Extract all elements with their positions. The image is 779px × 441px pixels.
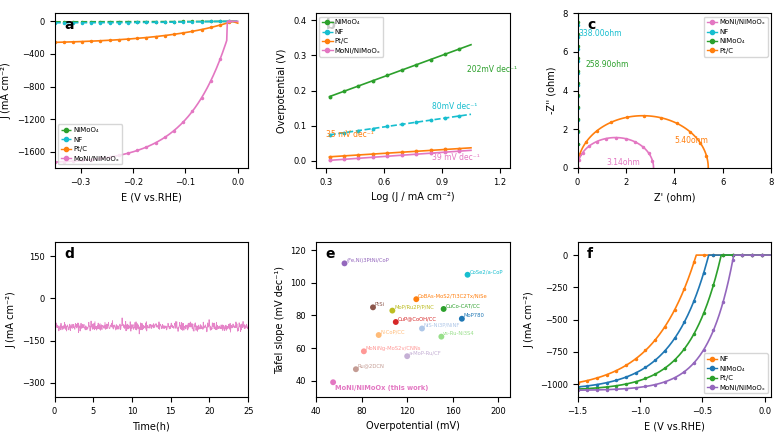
Legend: NF, NiMoO₄, Pt/C, MoNi/NiMoOₓ: NF, NiMoO₄, Pt/C, MoNi/NiMoOₓ [703,353,768,393]
Point [435,333,448,340]
Text: 258.90ohm: 258.90ohm [586,60,629,69]
Text: MoP780: MoP780 [464,313,485,318]
Text: 80mV dec⁻¹: 80mV dec⁻¹ [432,102,478,111]
Text: CoBAs-MoS2/Ti3C2Tx/NiSe: CoBAs-MoS2/Ti3C2Tx/NiSe [418,294,488,299]
Point [456,315,468,322]
Y-axis label: J (mA cm⁻²): J (mA cm⁻²) [1,62,11,119]
Text: CoSe2/a-CoP: CoSe2/a-CoP [469,269,502,274]
Point [401,353,414,360]
Y-axis label: Tafel slope (mV dec⁻¹): Tafel slope (mV dec⁻¹) [275,265,285,374]
Text: Ru@2DCN: Ru@2DCN [358,363,385,369]
Text: CuP@CoOH/CC: CuP@CoOH/CC [397,316,436,321]
Legend: NiMoO₄, NF, Pt/C, MoNi/NiMoOₓ: NiMoO₄, NF, Pt/C, MoNi/NiMoOₓ [58,124,122,164]
X-axis label: Log (J / mA cm⁻²): Log (J / mA cm⁻²) [371,192,455,202]
Text: (Fe,Ni)3PtNi/CoP: (Fe,Ni)3PtNi/CoP [346,258,389,263]
Text: NiS-Ni3P/NiNF: NiS-Ni3P/NiNF [424,323,460,328]
Text: MoNiNg-MoS2v/CNNs: MoNiNg-MoS2v/CNNs [365,346,421,351]
Legend: MoNi/NiMoOₓ, NF, NiMoO₄, Pt/C: MoNi/NiMoOₓ, NF, NiMoO₄, Pt/C [703,17,768,57]
Text: 35 mV dec⁻¹: 35 mV dec⁻¹ [326,130,373,139]
Text: d: d [64,247,74,261]
Text: MoNi/NiMoOx (this work): MoNi/NiMoOx (this work) [336,385,428,391]
Y-axis label: -Z'' (ohm): -Z'' (ohm) [547,67,557,114]
Y-axis label: J (mA cm⁻²): J (mA cm⁻²) [524,291,534,348]
Text: 5.40ohm: 5.40ohm [675,136,708,145]
Point [461,271,474,278]
Text: a: a [64,18,74,32]
Point [372,332,385,339]
Y-axis label: Overpotential (V): Overpotential (V) [277,49,287,133]
Point [416,325,428,332]
Point [350,366,362,373]
X-axis label: E (V vs.RHE): E (V vs.RHE) [644,421,705,431]
Point [386,307,399,314]
Text: f: f [587,247,593,261]
Point [367,304,379,311]
Point [410,295,422,303]
Text: CuCo-CAT/CC: CuCo-CAT/CC [446,303,480,308]
Text: b: b [326,18,336,32]
X-axis label: Overpotential (mV): Overpotential (mV) [366,421,460,431]
X-axis label: Time(h): Time(h) [132,421,171,431]
Text: 3.14ohm: 3.14ohm [607,158,640,167]
Text: 39 mV dec⁻¹: 39 mV dec⁻¹ [432,153,480,162]
X-axis label: E (V vs.RHE): E (V vs.RHE) [121,192,182,202]
Text: N-CoP/CC: N-CoP/CC [380,329,405,334]
Point [358,348,370,355]
Text: a-MoP-Ru/CF: a-MoP-Ru/CF [409,351,442,355]
Legend: NiMoO₄, NF, Pt/C, MoNi/NiMoOₓ: NiMoO₄, NF, Pt/C, MoNi/NiMoOₓ [319,17,383,57]
Point [327,379,340,386]
Point [338,260,351,267]
Text: e: e [326,247,335,261]
X-axis label: Z' (ohm): Z' (ohm) [654,192,695,202]
Point [390,318,402,325]
Y-axis label: J (mA cm⁻²): J (mA cm⁻²) [6,291,16,348]
Text: 338.00ohm: 338.00ohm [579,30,622,38]
Text: PtSi: PtSi [375,302,385,306]
Text: MoP/Ru2P/P/NC: MoP/Ru2P/P/NC [394,305,434,310]
Text: 202mV dec⁻¹: 202mV dec⁻¹ [467,65,517,74]
Text: vs-Ru-Ni3S4: vs-Ru-Ni3S4 [443,331,475,336]
Point [437,306,449,313]
Text: c: c [587,18,595,32]
